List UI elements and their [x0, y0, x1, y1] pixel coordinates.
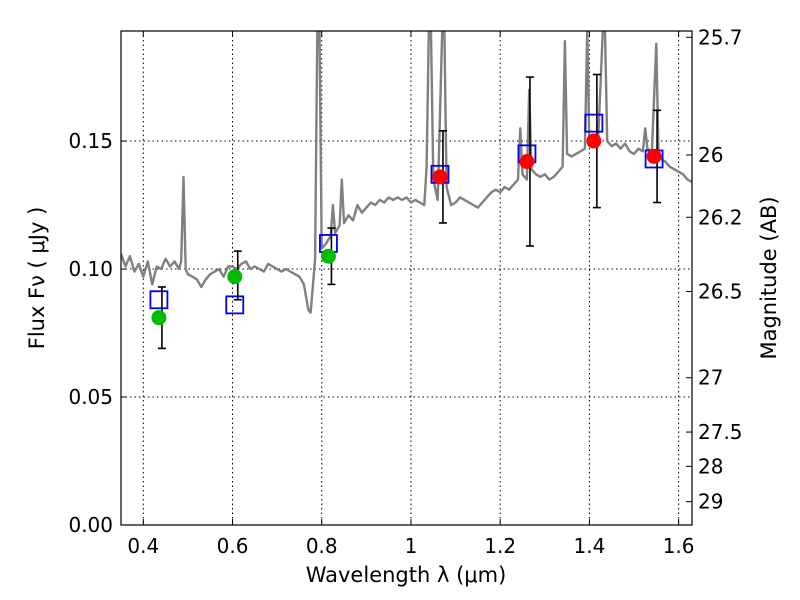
y2-tick-label: 28	[698, 454, 723, 478]
secondary-y-axis-label: Magnitude (AB)	[757, 196, 781, 359]
plot-frame	[120, 30, 693, 526]
x-tick-label: 1.2	[484, 534, 516, 558]
tick-layer: 0.4 0.6 0.8 1 1.2 1.4 1.6 0.00 0.05 0.10 0.15 25.7 2…	[68, 25, 742, 558]
y2-tick-label: 26.5	[698, 280, 743, 304]
x-tick-label: 0.4	[127, 534, 159, 558]
observed-point-marker	[151, 310, 167, 326]
x-axis-label: Wavelength λ (μm)	[306, 563, 507, 587]
y-tick-label: 0.05	[68, 385, 113, 409]
y-axis-label: Flux Fν ( μJy )	[25, 207, 49, 350]
y2-tick-label: 27.5	[698, 420, 743, 444]
observed-point-marker	[320, 248, 336, 264]
x-tick-label: 1.6	[663, 534, 695, 558]
y-tick-label: 0.00	[68, 513, 113, 537]
model-square-marker	[149, 290, 169, 310]
x-tick-label: 1	[405, 534, 418, 558]
model-square-marker	[584, 113, 604, 133]
marker-layer	[149, 73, 664, 350]
y-tick-label: 0.10	[68, 257, 113, 281]
y2-tick-label: 27	[698, 366, 723, 390]
x-tick-label: 1.4	[573, 534, 605, 558]
y2-tick-label: 26.2	[698, 205, 743, 229]
observed-point-marker	[646, 148, 662, 164]
x-tick-label: 0.6	[217, 534, 249, 558]
y2-tick-label: 26	[698, 143, 723, 167]
y2-tick-label: 29	[698, 490, 723, 514]
observed-point-marker	[586, 133, 602, 149]
x-tick-label: 0.8	[306, 534, 338, 558]
observed-point-marker	[432, 169, 448, 185]
y2-tick-label: 25.7	[698, 25, 743, 49]
observed-point-marker	[519, 154, 535, 170]
observed-point-marker	[227, 269, 243, 285]
y-tick-label: 0.15	[68, 129, 113, 153]
model-square-marker	[225, 295, 245, 315]
